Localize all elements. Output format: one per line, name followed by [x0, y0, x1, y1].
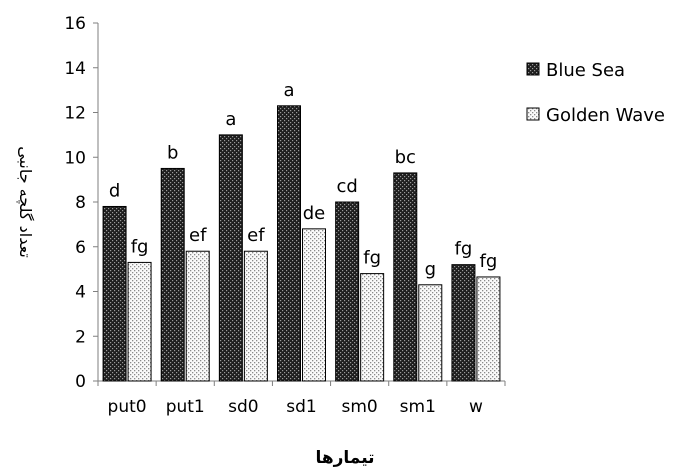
bar-golden-wave [127, 261, 152, 382]
legend: Blue Sea Golden Wave [526, 60, 665, 126]
x-tick-label: sd1 [286, 397, 316, 417]
bar-golden-wave [302, 228, 326, 382]
significance-letter: d [109, 180, 120, 201]
legend-label-golden-wave: Golden Wave [546, 105, 665, 126]
y-tick-label: 2 [75, 327, 86, 347]
y-tick-label: 12 [64, 104, 86, 124]
x-axis: put0 put1 sd0 sd1 sm0 sm1 w [97, 380, 506, 417]
bar-golden-wave [476, 276, 501, 382]
bar-blue-sea [160, 167, 185, 382]
bar-blue-sea [451, 264, 476, 382]
significance-letter: ef [247, 225, 265, 246]
significance-letter: cd [336, 176, 357, 197]
y-tick-label: 14 [64, 59, 86, 79]
x-tick-label: sm0 [342, 397, 378, 417]
bar-blue-sea [335, 201, 360, 382]
bar-golden-wave [185, 250, 210, 382]
significance-letter: g [425, 259, 436, 280]
y-axis: 0 2 4 6 8 10 12 14 16 [64, 14, 99, 392]
y-tick-label: 16 [64, 14, 86, 34]
bar-golden-wave [243, 250, 268, 382]
significance-letter: a [283, 80, 294, 101]
y-tick-label: 0 [75, 372, 86, 392]
significance-letter: fg [480, 251, 498, 272]
bar-blue-sea [102, 205, 127, 382]
x-axis-title: تیمارها [315, 448, 374, 468]
bar-golden-wave [418, 284, 443, 382]
significance-letter: a [225, 109, 236, 130]
bar-blue-sea [393, 172, 418, 382]
significance-letter: bc [395, 147, 416, 168]
x-tick-label: sd0 [228, 397, 258, 417]
y-tick-label: 4 [75, 283, 86, 303]
y-tick-label: 10 [64, 148, 86, 168]
significance-letter: fg [455, 239, 473, 260]
y-axis-title: تعداد گلچه جانبی [16, 146, 35, 258]
significance-letter: ef [189, 225, 207, 246]
significance-letter: b [167, 142, 178, 163]
x-tick-label: put0 [108, 397, 147, 417]
x-tick-label: w [469, 397, 483, 417]
bar-blue-sea [277, 105, 301, 382]
legend-label-blue-sea: Blue Sea [546, 60, 625, 81]
bar-blue-sea [218, 134, 243, 382]
bar-golden-wave [360, 273, 385, 382]
legend-swatch-golden-wave [526, 107, 540, 121]
legend-swatch-blue-sea [526, 62, 540, 76]
x-tick-label: sm1 [400, 397, 436, 417]
y-tick-label: 8 [75, 193, 86, 213]
significance-letter: fg [131, 236, 149, 257]
x-tick-label: put1 [166, 397, 205, 417]
y-tick-label: 6 [75, 238, 86, 258]
significance-letter: fg [363, 248, 381, 269]
significance-letter: de [303, 203, 326, 224]
bars [102, 105, 501, 382]
